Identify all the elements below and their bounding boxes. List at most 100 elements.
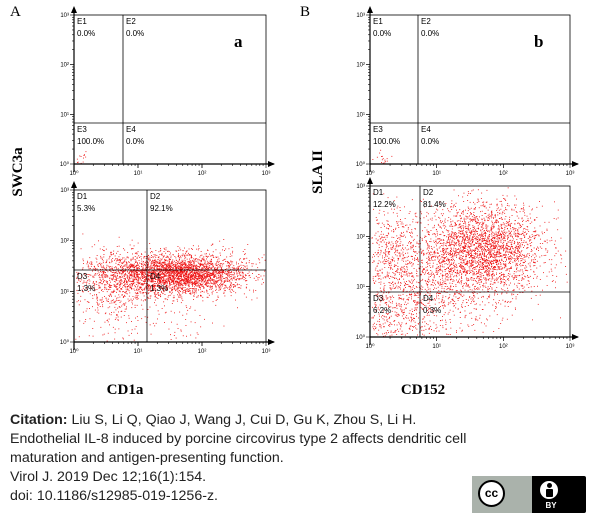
- data-point-pop0: [137, 267, 138, 269]
- data-point-pop0: [159, 287, 161, 288]
- data-point-pop0: [229, 270, 231, 272]
- data-point-pop1: [119, 281, 121, 283]
- data-point-pop0: [206, 270, 208, 272]
- data-point-pop0: [480, 263, 482, 265]
- data-point-pop0: [134, 274, 136, 275]
- data-point-pop0: [191, 257, 193, 259]
- data-point-pop0: [184, 258, 186, 260]
- data-point-pop0: [116, 258, 118, 260]
- data-point-pop0: [223, 293, 225, 294]
- data-point-pop0: [202, 271, 204, 273]
- data-point-pop0: [193, 261, 195, 263]
- data-point-pop0: [126, 274, 128, 276]
- data-point-pop0: [220, 272, 222, 273]
- data-point-pop0: [461, 230, 463, 232]
- data-point-pop0: [473, 250, 474, 251]
- data-point-pop0: [241, 267, 242, 269]
- data-point-pop1: [107, 276, 109, 278]
- data-point-pop0: [497, 234, 498, 236]
- data-point-pop0: [491, 274, 493, 276]
- data-point-pop2: [126, 322, 127, 324]
- data-point-pop0: [200, 264, 201, 266]
- data-point-pop0: [192, 268, 194, 270]
- data-point-pop0: [217, 277, 219, 279]
- panel-letter-a: A: [10, 4, 21, 20]
- data-point-pop0: [470, 219, 472, 221]
- data-point-pop0: [112, 270, 114, 272]
- data-point-pop0: [239, 258, 241, 260]
- data-point-pop0: [77, 161, 79, 163]
- data-point-pop0: [205, 266, 207, 267]
- data-point-pop1: [139, 268, 140, 269]
- data-point-pop0: [135, 252, 137, 254]
- data-point-pop0: [178, 282, 180, 283]
- data-point-pop0: [150, 273, 152, 275]
- data-point-pop0: [196, 273, 198, 275]
- data-point-pop0: [507, 222, 509, 223]
- data-point-pop0: [179, 275, 181, 276]
- data-point-pop0: [177, 262, 179, 264]
- data-point-pop0: [384, 162, 386, 164]
- data-point-pop0: [187, 273, 189, 275]
- data-point-pop0: [200, 275, 202, 277]
- data-point-pop0: [142, 274, 144, 275]
- data-point-pop0: [147, 261, 148, 263]
- data-point-pop1: [125, 270, 126, 272]
- data-point-pop1: [92, 275, 94, 277]
- data-point-pop1: [108, 289, 109, 291]
- data-point-pop0: [138, 273, 140, 275]
- data-point-pop0: [239, 274, 241, 276]
- data-point-pop0: [488, 269, 490, 271]
- data-point-pop0: [438, 260, 440, 262]
- data-point-pop1: [115, 303, 117, 305]
- data-point-pop0: [498, 245, 500, 247]
- data-point-pop0: [234, 273, 235, 275]
- data-point-pop0: [147, 278, 149, 280]
- panel-1-upper-y-tick-label: 10³: [356, 13, 365, 19]
- data-point-pop0: [246, 280, 248, 281]
- data-point-pop1: [153, 270, 154, 272]
- data-point-pop1: [126, 284, 128, 285]
- data-point-pop0: [149, 290, 151, 291]
- data-point-pop0: [451, 244, 453, 245]
- data-point-pop2: [176, 323, 178, 325]
- data-point-pop1: [106, 282, 108, 284]
- data-point-pop0: [552, 280, 554, 282]
- data-point-pop0: [204, 268, 206, 270]
- data-point-pop0: [191, 276, 192, 278]
- data-point-pop0: [463, 237, 465, 239]
- data-point-pop0: [215, 285, 217, 287]
- data-point-pop0: [220, 254, 221, 256]
- data-point-pop0: [162, 293, 164, 295]
- data-point-pop1: [78, 300, 79, 302]
- data-point-pop1: [118, 287, 120, 288]
- data-point-pop0: [159, 261, 161, 263]
- data-point-pop0: [133, 280, 135, 282]
- data-point-pop0: [526, 215, 528, 217]
- data-point-pop0: [169, 275, 171, 277]
- data-point-pop0: [448, 263, 450, 265]
- data-point-pop0: [514, 234, 516, 236]
- data-point-pop0: [212, 251, 214, 253]
- data-point-pop2: [118, 328, 120, 330]
- data-point-pop0: [168, 259, 170, 261]
- data-point-pop1: [134, 272, 135, 274]
- data-point-pop0: [197, 284, 199, 286]
- data-point-pop0: [507, 251, 509, 253]
- data-point-pop0: [179, 283, 181, 285]
- data-point-pop0: [503, 285, 505, 287]
- data-point-pop1: [126, 289, 128, 291]
- data-point-pop0: [148, 279, 150, 281]
- data-point-pop0: [238, 284, 240, 285]
- data-point-pop0: [150, 267, 152, 268]
- data-point-pop0: [198, 263, 200, 265]
- data-point-pop0: [231, 271, 233, 272]
- data-point-pop2: [102, 291, 104, 292]
- data-point-pop0: [160, 264, 162, 265]
- data-point-pop1: [116, 268, 117, 270]
- data-point-pop0: [204, 280, 206, 282]
- data-point-pop0: [166, 267, 168, 269]
- data-point-pop0: [207, 267, 209, 269]
- data-point-pop0: [484, 279, 486, 280]
- data-point-pop0: [180, 302, 182, 304]
